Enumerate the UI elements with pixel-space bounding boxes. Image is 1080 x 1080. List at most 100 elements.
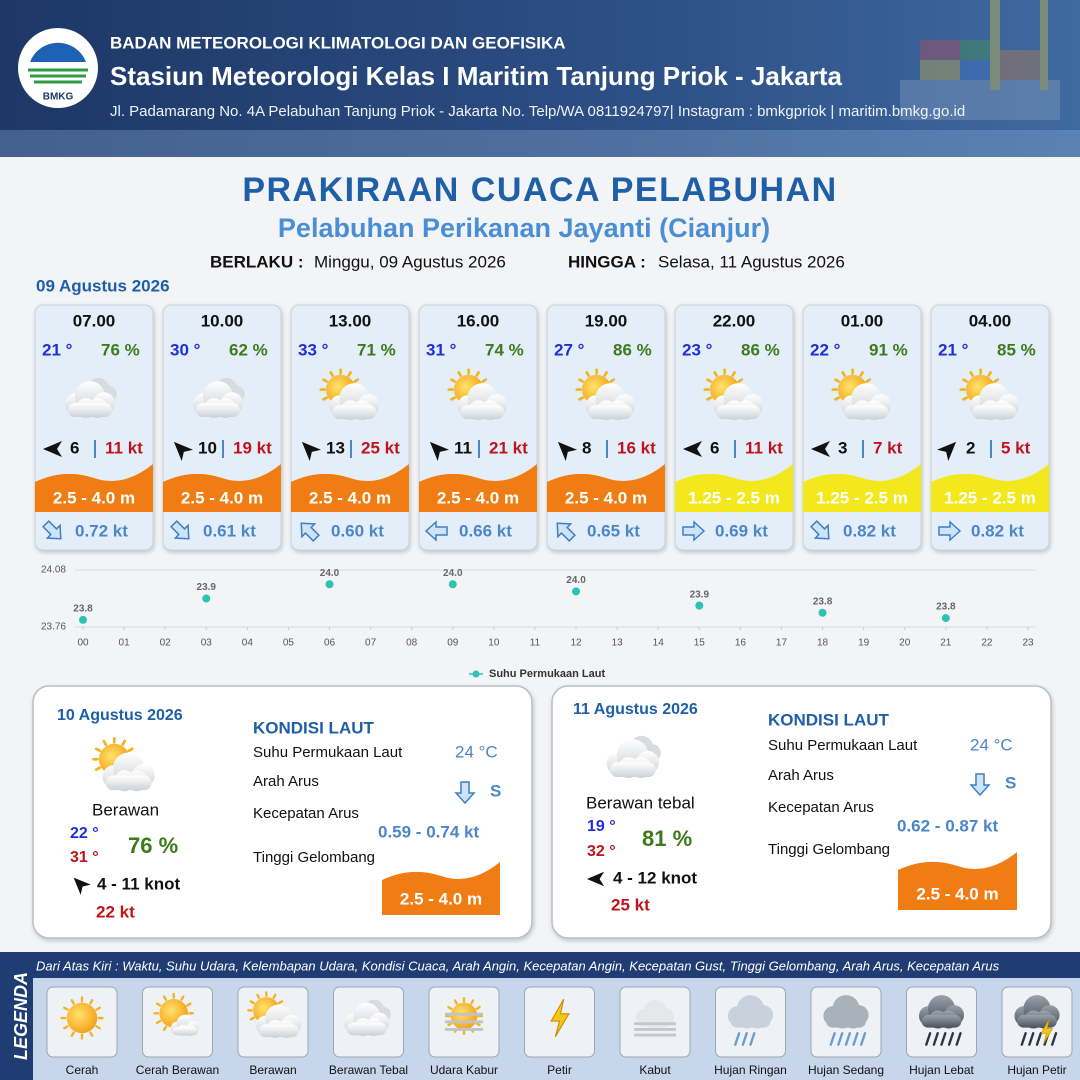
current-arrow bbox=[938, 520, 962, 542]
sun-ray bbox=[102, 739, 108, 746]
sun-ray bbox=[706, 378, 712, 383]
sea-label: Tinggi Gelombang bbox=[768, 841, 890, 858]
sea-label: Kecepatan Arus bbox=[253, 805, 359, 822]
sun-ray bbox=[322, 378, 328, 383]
cloud-part bbox=[588, 405, 633, 420]
sea-label: Kecepatan Arus bbox=[768, 799, 874, 816]
weather-icon bbox=[918, 995, 965, 1046]
x-tick-label: 02 bbox=[160, 638, 172, 649]
cloud bbox=[344, 1002, 390, 1037]
legend-title: LEGENDA bbox=[11, 972, 31, 1060]
sun-ray bbox=[89, 999, 94, 1005]
humidity: 81 % bbox=[642, 826, 692, 851]
weather-icon bbox=[444, 996, 484, 1036]
sun-disc bbox=[66, 1002, 98, 1034]
wave-height: 2.5 - 4.0 m bbox=[53, 488, 135, 507]
sun-ray bbox=[347, 371, 352, 377]
sun-ray bbox=[993, 378, 1000, 383]
sun-ray bbox=[969, 371, 974, 377]
cloud-part bbox=[972, 405, 1017, 420]
data-label: 23.9 bbox=[197, 582, 217, 593]
x-tick-label: 11 bbox=[530, 638, 541, 649]
wind-range: 4 - 12 knot bbox=[613, 868, 697, 887]
sst: 24 °C bbox=[970, 735, 1013, 754]
weather-icon bbox=[319, 368, 380, 421]
rain bbox=[860, 1032, 867, 1046]
wave-band bbox=[382, 862, 500, 915]
valid-from: Minggu, 09 Agustus 2026 bbox=[314, 252, 506, 271]
current-arrow bbox=[969, 773, 991, 797]
cloud bbox=[192, 381, 243, 419]
current-speed: 0.82 kt bbox=[971, 521, 1024, 540]
sun-ray bbox=[162, 995, 168, 1001]
data-point bbox=[79, 615, 87, 624]
cloud bbox=[713, 383, 764, 421]
address: Jl. Padamarang No. 4A Pelabuhan Tanjung … bbox=[110, 103, 965, 120]
weather-icon bbox=[831, 368, 892, 421]
header-decor bbox=[0, 0, 1080, 157]
weather-icon bbox=[550, 998, 570, 1038]
legend-side bbox=[0, 952, 33, 1080]
day-date: 10 Agustus 2026 bbox=[57, 707, 183, 724]
wind-arrow bbox=[936, 441, 957, 462]
sun-ray bbox=[834, 378, 840, 383]
cloud-part bbox=[105, 775, 152, 791]
sea-label: Tinggi Gelombang bbox=[253, 849, 375, 866]
humidity: 76 % bbox=[101, 340, 140, 359]
sun bbox=[60, 996, 104, 1040]
sun-ray bbox=[713, 371, 718, 377]
wind-speed: 8 bbox=[582, 438, 591, 457]
cloud-part bbox=[921, 1015, 962, 1028]
x-tick-label: 20 bbox=[899, 638, 911, 649]
legend-item: Hujan Ringan bbox=[714, 1063, 787, 1077]
x-tick-label: 00 bbox=[77, 638, 89, 649]
sea-label: Arah Arus bbox=[768, 767, 834, 784]
rain bbox=[837, 1032, 844, 1046]
cloud-part bbox=[195, 403, 240, 418]
air-temperature: 27 ° bbox=[554, 340, 585, 359]
wave-band bbox=[547, 464, 665, 512]
weather-icon bbox=[1014, 995, 1060, 1046]
cloud bbox=[457, 383, 508, 421]
station: Stasiun Meteorologi Kelas I Maritim Tanj… bbox=[110, 61, 843, 91]
sun-ray bbox=[63, 1006, 69, 1011]
cloud bbox=[823, 995, 869, 1029]
x-tick-label: 10 bbox=[488, 638, 500, 649]
data-label: 23.8 bbox=[936, 602, 956, 613]
data-label: 23.9 bbox=[690, 589, 710, 600]
sun-ray bbox=[578, 378, 584, 383]
legend-item: Kabut bbox=[639, 1063, 671, 1077]
data-point bbox=[448, 580, 457, 589]
weather-icon bbox=[634, 999, 676, 1037]
x-tick-label: 07 bbox=[365, 638, 377, 649]
weather-icon bbox=[247, 991, 302, 1039]
wind-range: 4 - 11 knot bbox=[97, 874, 180, 893]
sun-ray bbox=[155, 1019, 162, 1025]
current-speed: 0.69 kt bbox=[715, 521, 768, 540]
wave-height: 1.25 - 2.5 m bbox=[944, 488, 1036, 507]
sun-ray bbox=[609, 378, 616, 383]
y-tick-label: 23.76 bbox=[41, 622, 66, 633]
cloud bbox=[727, 995, 774, 1029]
wave-band bbox=[35, 464, 153, 512]
rain bbox=[844, 1032, 851, 1046]
weather-icon bbox=[447, 368, 508, 421]
sun-ray bbox=[475, 1005, 481, 1010]
sun-ray bbox=[249, 1016, 255, 1021]
current-arrow bbox=[682, 520, 706, 542]
logo bbox=[18, 28, 98, 108]
sea-title: KONDISI LAUT bbox=[768, 710, 890, 729]
sun-ray bbox=[63, 1025, 69, 1030]
time: 13.00 bbox=[329, 311, 372, 330]
current-speed: 0.66 kt bbox=[459, 521, 512, 540]
sun-ray bbox=[89, 1031, 94, 1037]
rain bbox=[955, 1032, 962, 1046]
x-tick-label: 19 bbox=[858, 638, 870, 649]
data-label: 24.0 bbox=[320, 568, 340, 579]
time: 22.00 bbox=[713, 311, 756, 330]
wave-band bbox=[803, 464, 921, 512]
air-temperature: 33 ° bbox=[298, 340, 329, 359]
wind-speed: 3 bbox=[838, 438, 847, 457]
humidity: 86 % bbox=[613, 340, 652, 359]
